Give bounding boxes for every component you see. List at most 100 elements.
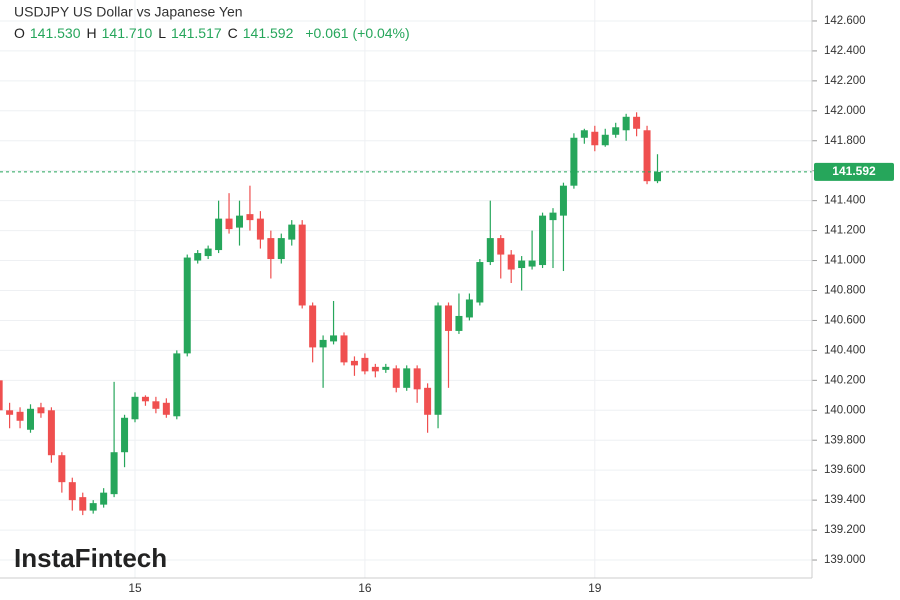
labels: O 141.530 H 141.710 L 141.517 C 141.592 +0.061 (… [14,15,894,595]
candle-body [183,257,191,354]
ohlc-key: L [158,25,166,41]
y-tick-label: 139.000 [824,554,866,566]
candle-body [330,335,338,342]
candle-body [256,218,264,240]
candle-body [570,137,578,186]
candle-body [58,455,66,483]
candle-body [486,238,494,263]
candle-body [215,218,223,251]
candle-body [141,396,149,402]
y-tick-label: 139.800 [824,434,866,446]
ohlc-value: 141.530 [30,25,81,41]
candle-body [16,411,24,421]
ohlc-key: O [14,25,25,41]
y-tick-label: 141.800 [824,135,866,147]
price-change: +0.061 (+0.04%) [305,25,409,41]
candle-body [465,299,473,318]
candle-body [194,253,202,261]
candle-body [267,238,275,260]
y-tick-label: 140.800 [824,285,866,297]
candle-body [528,260,536,267]
candle-body [434,305,442,415]
candle-body [110,452,118,495]
y-tick-label: 140.600 [824,314,866,326]
candle-body [633,116,641,129]
candle-body [131,396,139,420]
last-price-label: 141.592 [832,164,876,178]
candle-body [225,218,233,230]
candle-body [68,482,76,501]
candle-body [559,185,567,216]
candle-body [298,224,306,306]
candle-body [392,368,400,388]
candle-body [37,407,45,414]
candle-body [0,380,3,411]
candle-body [455,315,463,331]
candle-body [47,410,55,456]
candle-body [424,387,432,415]
ohlc-key: C [228,25,238,41]
y-tick-label: 142.200 [824,75,866,87]
chart-title: USDJPY US Dollar vs Japanese Yen [14,4,243,20]
candle-body [601,134,609,146]
ohlc-value: 141.517 [171,25,222,41]
candle-body [445,305,452,331]
y-tick-label: 142.400 [824,45,866,57]
candle-body [152,401,160,409]
candle-body [518,260,526,269]
candle-body [309,305,317,348]
candle-body [539,215,547,266]
y-tick-label: 141.400 [824,195,866,207]
candle-body [100,492,108,505]
candle-body [173,353,181,417]
candle-body [497,238,505,255]
candle-body [277,238,285,260]
candle-body [507,254,515,270]
y-tick-label: 139.400 [824,494,866,506]
candle-body [288,224,296,240]
grid [0,0,817,578]
last-price-tag [814,162,894,181]
candle-body [476,262,484,303]
candle-body [246,214,254,221]
candle-body [162,402,170,415]
candle-body [27,408,34,430]
ohlc-key: H [87,25,97,41]
ohlc-value: 141.592 [243,25,294,41]
candle-body [79,497,87,511]
candle-body [350,360,358,366]
y-tick-label: 140.000 [824,404,866,416]
candle-body [622,116,630,131]
candle-body [6,410,14,415]
y-tick-label: 140.400 [824,344,866,356]
candle-body [413,368,421,390]
x-tick-label: 15 [128,581,142,595]
candle-body [89,503,97,511]
ohlc-value: 141.710 [102,25,153,41]
candle-body [204,248,212,257]
candle-body [643,130,651,182]
y-tick-label: 141.200 [824,225,866,237]
candle-body [340,335,348,363]
y-tick-label: 142.600 [824,15,866,27]
watermark: InstaFintech [14,543,167,573]
candle-body [361,357,369,372]
y-tick-label: 139.200 [824,524,866,536]
candle-body [403,368,411,388]
candle-body [580,130,588,138]
candle-body [319,339,327,348]
candle-body [236,215,243,228]
candle-body [654,171,661,182]
y-tick-label: 142.000 [824,105,866,117]
candle-body [371,366,379,372]
x-tick-label: 16 [358,581,372,595]
y-tick-label: 139.600 [824,464,866,476]
x-tick-label: 19 [588,581,602,595]
candle-body [382,366,390,370]
y-tick-label: 141.000 [824,255,866,267]
candle-body [591,131,599,146]
candle-body [612,127,620,135]
candles [0,112,812,516]
candle-body [121,417,129,453]
